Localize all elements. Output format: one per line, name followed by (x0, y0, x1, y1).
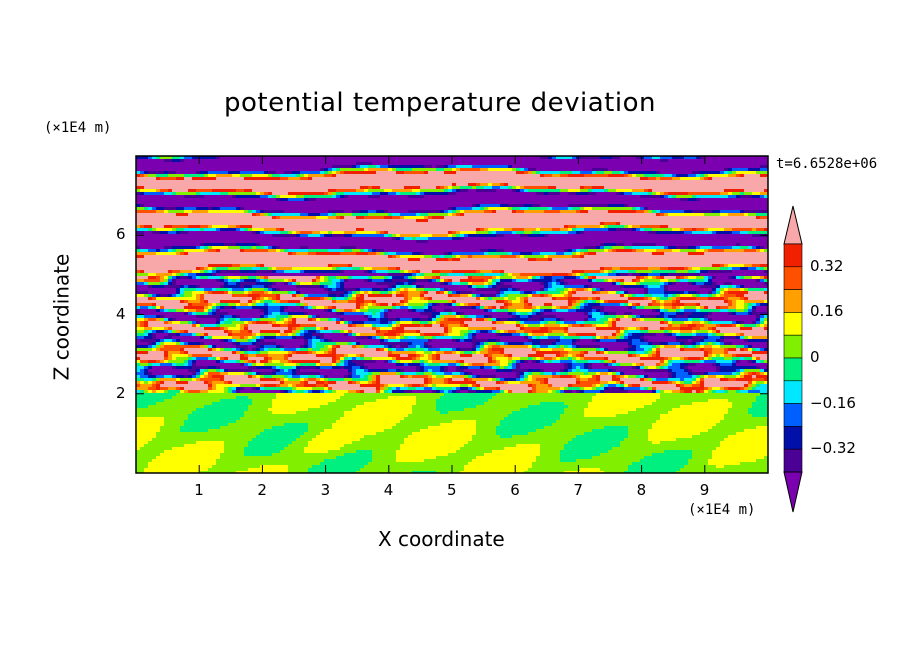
time-label: t=6.6528e+06 (776, 156, 877, 172)
colorbar-label: −0.32 (810, 439, 856, 457)
colorbar-swatch (784, 312, 802, 335)
colorbar-swatch (784, 381, 802, 404)
y-tick-label: 2 (116, 384, 126, 402)
x-tick-label: 4 (384, 481, 394, 499)
x-tick-label: 1 (194, 481, 204, 499)
colorbar-min-arrow (784, 472, 802, 512)
y-tick-label: 4 (116, 305, 126, 323)
colorbar-label: −0.16 (810, 394, 856, 412)
colorbar-label: 0.32 (810, 257, 843, 275)
x-unit-label: (×1E4 m) (688, 502, 755, 518)
x-tick-label: 6 (510, 481, 520, 499)
colorbar-label: 0 (810, 348, 820, 366)
x-tick-label: 7 (573, 481, 583, 499)
heatmap-field (136, 156, 769, 475)
x-tick-label: 2 (257, 481, 267, 499)
colorbar-swatch (784, 244, 802, 267)
colorbar-max-arrow (784, 206, 802, 244)
colorbar-swatch (784, 358, 802, 381)
x-axis-title: X coordinate (378, 527, 505, 551)
colorbar-label: 0.16 (810, 302, 843, 320)
colorbar-swatch (784, 449, 802, 472)
colorbar (784, 206, 802, 512)
x-tick-label: 8 (637, 481, 647, 499)
colorbar-swatch (784, 426, 802, 449)
colorbar-swatch (784, 335, 802, 358)
colorbar-swatch (784, 290, 802, 313)
x-tick-label: 5 (447, 481, 457, 499)
colorbar-swatch (784, 404, 802, 427)
y-tick-label: 6 (116, 225, 126, 243)
chart-title: potential temperature deviation (224, 88, 656, 118)
y-unit-label: (×1E4 m) (44, 120, 111, 136)
y-axis-title: Z coordinate (49, 254, 73, 381)
x-tick-label: 9 (700, 481, 710, 499)
colorbar-swatch (784, 267, 802, 290)
x-tick-label: 3 (321, 481, 331, 499)
